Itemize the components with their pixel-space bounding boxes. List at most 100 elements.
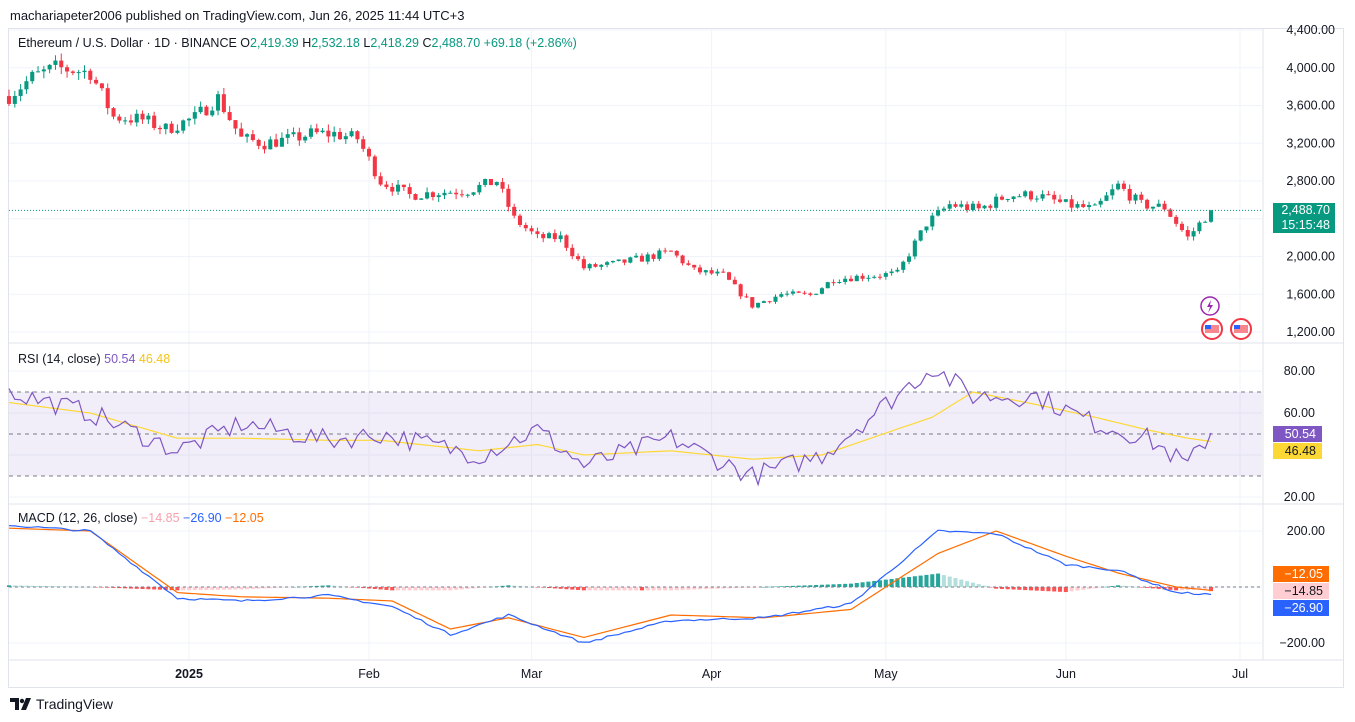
macd-histogram-bar xyxy=(790,585,795,587)
candle-body xyxy=(285,134,290,138)
candle-body xyxy=(494,182,499,186)
macd-histogram-bar xyxy=(250,587,255,589)
candle-body xyxy=(999,196,1004,200)
macd-histogram-bar xyxy=(430,587,435,591)
macd-histogram-bar xyxy=(1208,587,1214,592)
macd-histogram-bar xyxy=(1133,586,1138,588)
low-label: L xyxy=(363,36,371,50)
candle-body xyxy=(483,178,488,185)
publisher-line: macharia­peter2006 published on TradingV… xyxy=(10,8,465,23)
macd-histogram-bar xyxy=(1121,585,1126,587)
macd-histogram-bar xyxy=(239,587,244,590)
flag-stripes-icon-2 xyxy=(1234,325,1248,333)
macd-histogram-bar xyxy=(198,587,203,591)
macd-histogram-bar xyxy=(616,587,621,591)
macd-histogram-bar xyxy=(117,587,122,589)
candle-body xyxy=(204,106,209,116)
macd-histogram-bar xyxy=(756,587,761,588)
candle-body xyxy=(82,70,87,73)
candle-body xyxy=(570,247,575,257)
candle-body xyxy=(1052,194,1057,200)
candle-body xyxy=(576,256,581,260)
candle-body xyxy=(930,215,935,227)
macd-histogram-bar xyxy=(564,587,569,590)
candle-body xyxy=(308,128,313,137)
candle-body xyxy=(436,195,441,198)
candle-body xyxy=(1017,196,1022,198)
macd-histogram-bar xyxy=(727,587,732,589)
candle-body xyxy=(1162,203,1167,210)
macd-legend[interactable]: MACD (12, 26, close) −14.85 −26.90 −12.0… xyxy=(18,511,264,525)
candle-body xyxy=(181,120,186,131)
macd-histogram-bar xyxy=(378,587,383,590)
macd-histogram-bar xyxy=(1098,587,1103,588)
candle-body xyxy=(47,64,52,70)
candle-body xyxy=(442,192,447,196)
macd-histogram-bar xyxy=(30,585,35,587)
macd-histogram-bar xyxy=(65,586,70,588)
macd-histogram-bar xyxy=(233,587,238,590)
macd-histogram-bar xyxy=(988,587,993,588)
candle-body xyxy=(1098,200,1103,205)
open-value: 2,419.39 xyxy=(250,36,299,50)
candle-body xyxy=(639,255,644,262)
rsi-legend[interactable]: RSI (14, close) 50.54 46.48 xyxy=(18,352,170,366)
macd-histogram-bar xyxy=(24,585,29,587)
macd-histogram-bar xyxy=(692,587,697,590)
candle-body xyxy=(634,255,639,258)
macd-histogram-bar xyxy=(1075,587,1080,591)
candle-body xyxy=(471,192,476,195)
rsi-axis-tick: 20.00 xyxy=(1284,490,1315,504)
macd-histogram-bar xyxy=(622,587,627,591)
candle-body xyxy=(169,123,174,133)
tradingview-logo-icon xyxy=(10,698,31,710)
candle-body xyxy=(1168,209,1173,217)
candle-body xyxy=(1150,206,1155,209)
candle-body xyxy=(1185,230,1190,237)
candle-body xyxy=(407,187,412,195)
macd-histogram-bar xyxy=(634,587,639,591)
event-icons-svg[interactable] xyxy=(1198,296,1258,344)
macd-histogram-bar xyxy=(808,585,813,587)
macd-histogram-bar xyxy=(59,586,64,587)
macd-histogram-bar xyxy=(1203,587,1208,590)
candle-body xyxy=(541,234,546,239)
macd-histogram-bar xyxy=(320,585,325,587)
macd-histogram-bar xyxy=(785,586,790,587)
macd-histogram-bar xyxy=(750,587,755,588)
candle-body xyxy=(535,231,540,235)
tradingview-logo[interactable]: TradingView xyxy=(10,696,113,712)
candle-body xyxy=(866,277,871,279)
macd-histogram-bar xyxy=(436,587,441,591)
candle-body xyxy=(692,264,697,268)
candle-body xyxy=(837,282,842,284)
macd-histogram-bar xyxy=(941,575,946,587)
macd-histogram-bar xyxy=(825,584,830,587)
candle-body xyxy=(970,203,975,211)
candle-body xyxy=(256,139,261,146)
macd-histogram-bar xyxy=(1011,587,1016,590)
symbol-legend[interactable]: Ethereum / U.S. Dollar · 1D · BINANCE O2… xyxy=(18,36,577,50)
candle-body xyxy=(372,156,377,177)
bar-countdown: 15:15:48 xyxy=(1281,218,1330,232)
candle-body xyxy=(1208,210,1214,222)
candle-body xyxy=(1203,221,1208,223)
candle-body xyxy=(645,254,650,262)
event-icons[interactable] xyxy=(1198,296,1258,349)
candle-body xyxy=(1011,196,1016,200)
macd-histogram-bar xyxy=(970,582,975,587)
price-axis-tick: 1,200.00 xyxy=(1286,325,1335,339)
macd-histogram-bar xyxy=(674,587,679,591)
candle-body xyxy=(1040,194,1045,199)
macd-histogram-bar xyxy=(1110,586,1115,587)
macd-histogram-bar xyxy=(175,587,180,591)
price-axis-tick: 4,000.00 xyxy=(1286,61,1335,75)
macd-histogram-bar xyxy=(576,587,581,590)
macd-histogram-bar xyxy=(552,587,557,589)
candle-body xyxy=(546,233,552,239)
macd-histogram-bar xyxy=(1017,587,1022,590)
macd-histogram-bar xyxy=(471,587,476,589)
candle-body xyxy=(186,118,192,121)
macd-signal-legend-value: −12.05 xyxy=(225,511,264,525)
